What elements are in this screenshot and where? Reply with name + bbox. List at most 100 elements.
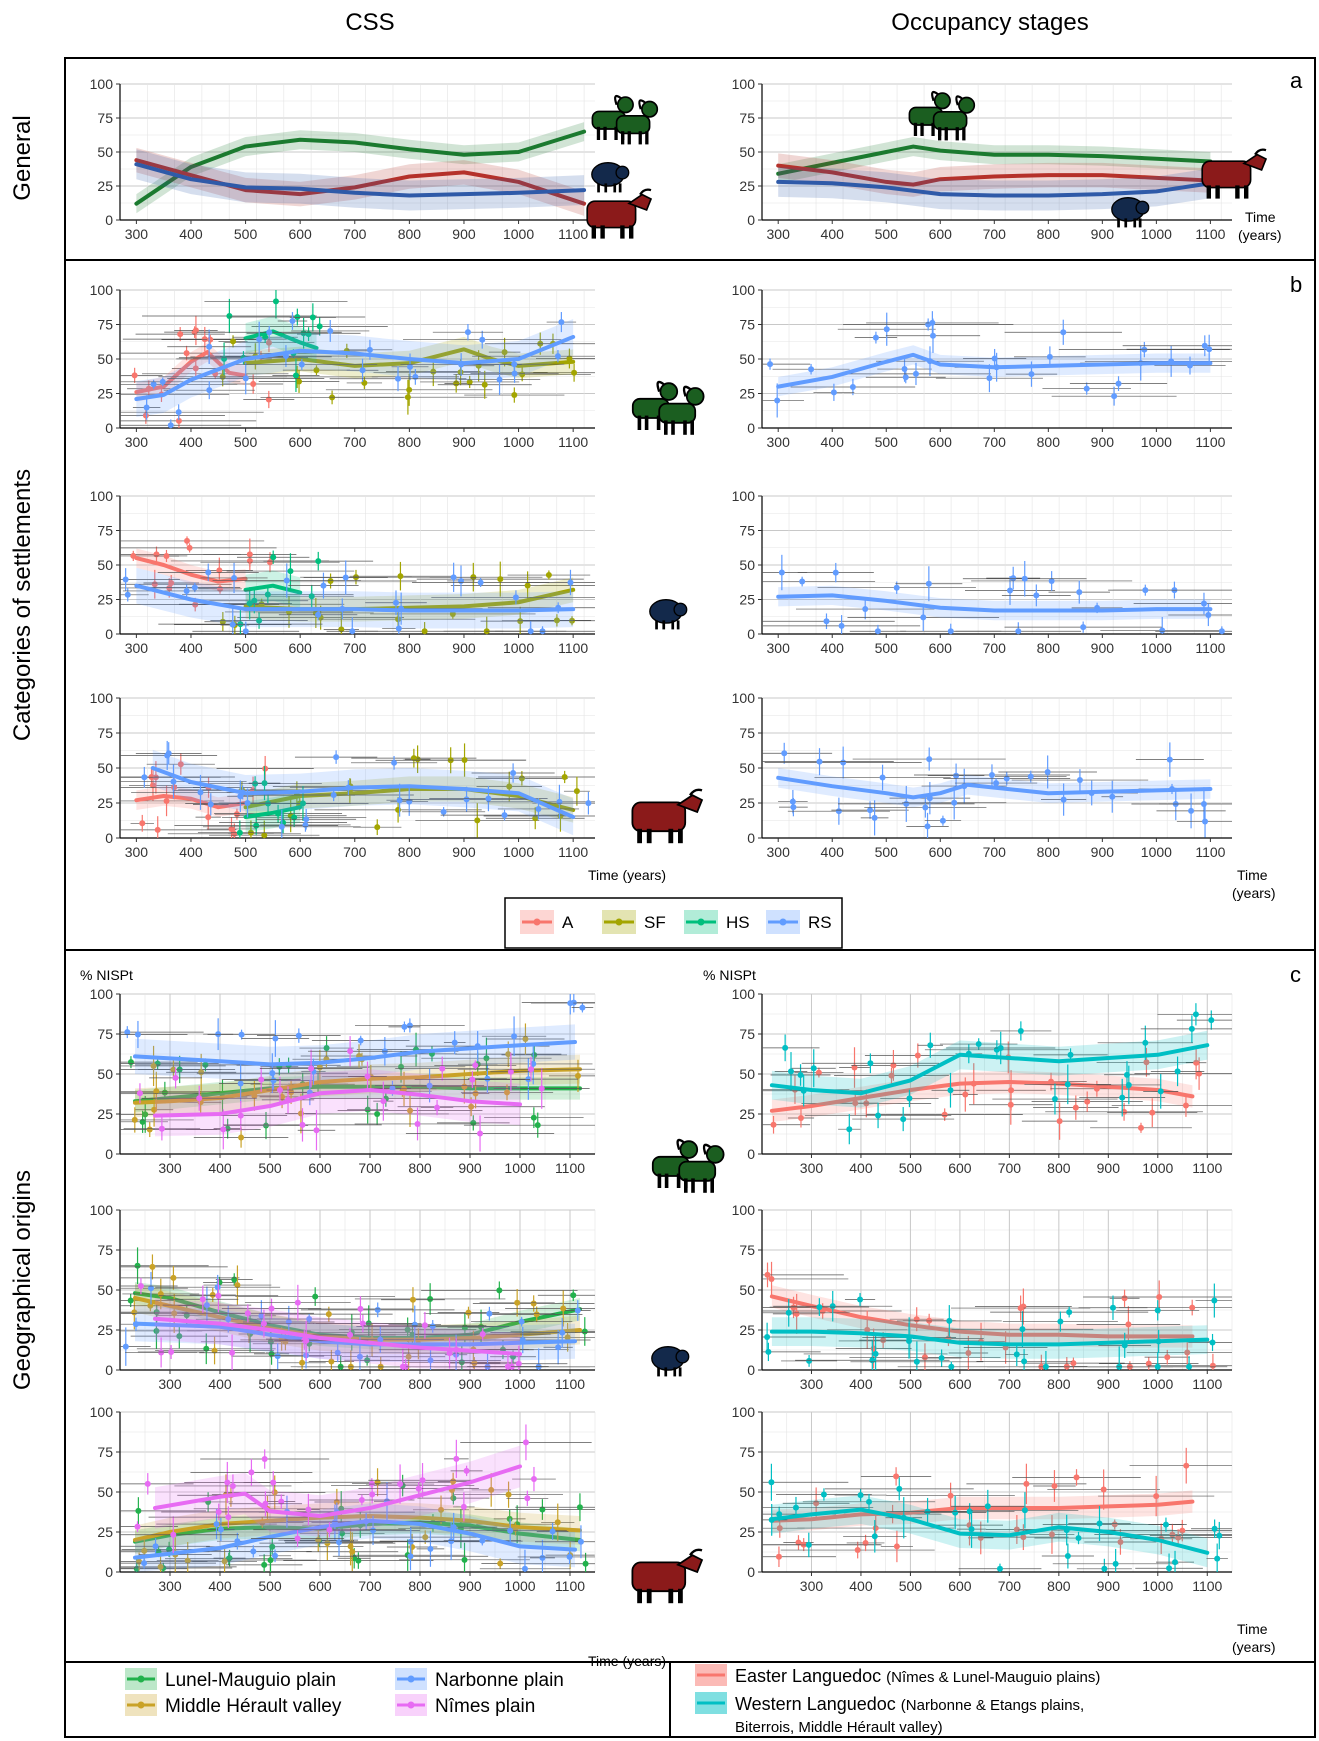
x-tick-label: 1100 xyxy=(1192,1376,1222,1392)
data-point xyxy=(198,1069,205,1076)
x-tick-label: 800 xyxy=(1037,226,1061,242)
panel-label-a: a xyxy=(1290,68,1303,93)
data-point xyxy=(1096,1520,1103,1527)
data-point xyxy=(364,1073,371,1080)
x-tick-label: 1100 xyxy=(1195,434,1225,450)
y-tick-label: 25 xyxy=(739,1322,755,1338)
data-point xyxy=(1192,1011,1199,1018)
data-point xyxy=(258,1076,265,1083)
data-point xyxy=(581,1328,588,1335)
data-point xyxy=(1157,1088,1164,1095)
x-tick-label: 1100 xyxy=(1192,1578,1222,1594)
data-point xyxy=(852,1100,859,1107)
data-point xyxy=(401,1085,408,1092)
data-point xyxy=(303,816,310,823)
data-point xyxy=(1125,1321,1132,1328)
y-tick-label: 50 xyxy=(97,1484,113,1500)
data-point xyxy=(545,572,552,579)
data-point xyxy=(158,1125,165,1132)
y-tick-label: 50 xyxy=(739,557,755,573)
x-tick-label: 800 xyxy=(1047,1578,1071,1594)
data-point xyxy=(902,374,909,381)
data-point xyxy=(1067,1051,1074,1058)
data-point xyxy=(219,618,226,625)
series-line-cattle xyxy=(776,163,1213,187)
y-tick-label: 25 xyxy=(739,386,755,402)
data-point xyxy=(927,1042,934,1049)
series-band-pig xyxy=(778,166,1211,211)
data-point xyxy=(1076,589,1083,596)
data-point xyxy=(299,1121,306,1128)
y-tick-label: 100 xyxy=(732,986,756,1002)
series-band-RS xyxy=(778,345,1211,397)
data-point xyxy=(237,621,244,628)
data-point xyxy=(893,584,900,591)
data-point xyxy=(525,1076,532,1083)
data-point xyxy=(364,1106,371,1113)
data-point xyxy=(914,1052,921,1059)
x-tick-label: 700 xyxy=(343,640,367,656)
data-point xyxy=(168,1349,175,1356)
y-tick-label: 75 xyxy=(739,523,755,539)
data-point xyxy=(217,1526,224,1533)
y-tick-label: 50 xyxy=(97,1066,113,1082)
panel-a-css: 0 25 50 75 100 300 400 500 600 700 800 900 1000 1100 xyxy=(90,76,595,242)
data-point xyxy=(192,327,199,334)
data-point xyxy=(256,617,263,624)
data-point xyxy=(790,804,797,811)
data-point xyxy=(215,1031,222,1038)
y-tick-label: 50 xyxy=(97,144,113,160)
x-tick-label: 700 xyxy=(983,434,1007,450)
data-point xyxy=(1142,1039,1149,1046)
data-point xyxy=(246,551,253,558)
x-tick-label: 500 xyxy=(258,1160,282,1176)
data-point xyxy=(359,367,366,374)
series-band-nimes xyxy=(155,1445,520,1537)
data-point xyxy=(183,350,190,357)
legend-c-label: Easter Languedoc (Nîmes & Lunel-Mauguio … xyxy=(735,1666,1100,1686)
data-point xyxy=(225,1514,232,1521)
data-point xyxy=(1075,1535,1082,1542)
data-point xyxy=(395,375,402,382)
data-point xyxy=(342,574,349,581)
data-point xyxy=(1072,1104,1079,1111)
series-line-pig xyxy=(134,162,587,198)
data-point xyxy=(339,1530,346,1537)
data-point xyxy=(166,584,173,591)
data-point xyxy=(574,1307,581,1314)
data-point xyxy=(272,1552,279,1559)
data-point xyxy=(538,1085,545,1092)
x-tick-label: 1000 xyxy=(1141,844,1172,860)
animal-icons xyxy=(586,90,1268,1604)
y-tick-label: 75 xyxy=(97,725,113,741)
x-tick-label: 400 xyxy=(821,640,845,656)
data-point xyxy=(150,381,157,388)
data-point xyxy=(1218,628,1225,635)
data-point xyxy=(504,1089,511,1096)
data-point xyxy=(450,574,457,581)
data-point xyxy=(299,800,306,807)
data-point xyxy=(127,1059,134,1066)
data-point xyxy=(265,339,272,346)
legend-b-item-SF: SF xyxy=(602,910,666,934)
data-point xyxy=(512,594,519,601)
data-point xyxy=(530,1476,537,1483)
x-tick-label: 1000 xyxy=(1142,1376,1173,1392)
data-point xyxy=(1010,575,1017,582)
data-point xyxy=(134,1031,141,1038)
cattle-icon xyxy=(631,1548,704,1604)
data-point xyxy=(560,1305,567,1312)
series-band-A xyxy=(136,786,246,817)
data-point xyxy=(830,389,837,396)
data-point xyxy=(253,822,260,829)
x-tick-label: 1000 xyxy=(503,226,534,242)
data-point xyxy=(1109,793,1116,800)
data-point xyxy=(1200,800,1207,807)
data-point xyxy=(404,394,411,401)
x-tick-label: 400 xyxy=(208,1578,232,1594)
data-point xyxy=(896,1485,903,1492)
data-point xyxy=(530,1114,537,1121)
x-tick-label: 500 xyxy=(899,1578,923,1594)
data-point xyxy=(496,1287,503,1294)
data-point xyxy=(270,1077,277,1084)
